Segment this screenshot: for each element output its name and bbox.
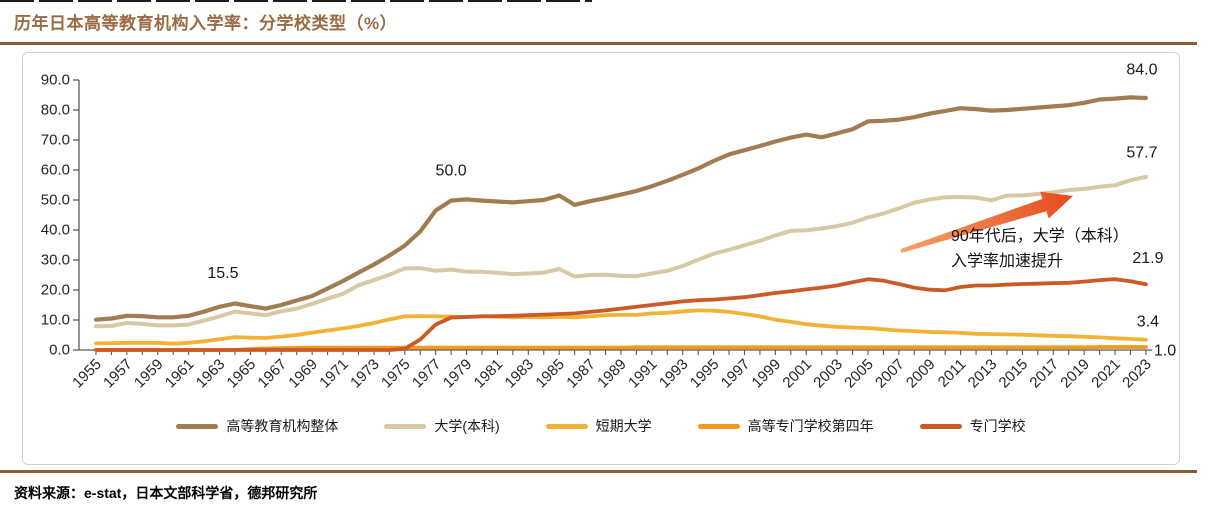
x-tick-label: 1989 [594, 356, 630, 392]
y-tick-label: 0.0 [49, 342, 70, 359]
x-tick-label: 2003 [810, 356, 846, 392]
legend-swatch-icon [176, 423, 219, 429]
data-point-label: 84.0 [1126, 62, 1157, 79]
y-tick-label: 80.0 [41, 102, 70, 119]
data-point-label: 57.7 [1126, 144, 1157, 161]
legend-swatch-icon [697, 423, 740, 429]
x-tick-label: 1987 [563, 356, 599, 392]
legend-label: 短期大学 [595, 418, 652, 434]
x-tick-label: 2015 [996, 356, 1032, 392]
x-tick-label: 1965 [224, 356, 260, 392]
x-tick-label: 1977 [409, 356, 445, 392]
x-tick-label: 1955 [69, 356, 105, 392]
x-tick-label: 2011 [935, 356, 970, 391]
x-tick-label: 1985 [532, 356, 568, 392]
x-tick-label: 1959 [131, 356, 167, 392]
y-tick-label: 60.0 [41, 162, 70, 179]
x-tick-label: 1971 [316, 356, 352, 392]
y-tick-label: 10.0 [41, 312, 70, 329]
y-tick-label: 90.0 [41, 72, 70, 89]
y-tick-label: 40.0 [41, 222, 70, 239]
trend-arrow [900, 191, 1073, 253]
legend-item: 高等教育机构整体 [176, 416, 338, 436]
x-tick-label: 1973 [347, 356, 383, 392]
x-tick-label: 2017 [1026, 356, 1062, 392]
data-point-label: 15.5 [207, 265, 238, 282]
x-tick-label: 1969 [285, 356, 321, 392]
y-tick-label: 70.0 [41, 132, 70, 149]
x-tick-label: 2007 [872, 356, 908, 392]
data-point-label: 1.0 [1154, 343, 1176, 360]
chart-panel: 0.0 10.0 20.0 30.0 40.0 50.0 60.0 70.0 80.0 90.0 1… [22, 52, 1180, 465]
x-tick-label: 1957 [100, 356, 136, 392]
y-tick-label: 20.0 [41, 282, 70, 299]
y-tick-label: 30.0 [41, 252, 70, 269]
x-tick-label: 1981 [471, 356, 507, 392]
x-tick-label: 2013 [965, 356, 1001, 392]
legend-item: 短期大学 [545, 416, 652, 436]
top-edge-line [0, 0, 592, 2]
legend-label: 高等专门学校第四年 [747, 418, 874, 434]
data-point-label: 3.4 [1137, 313, 1159, 330]
chart-legend: 高等教育机构整体 大学(本科) 短期大学 高等专门学校第四年 专门学校 [23, 416, 1179, 436]
annotation-text-line: 入学率加速提升 [951, 252, 1063, 270]
x-tick-label: 1975 [378, 356, 414, 392]
legend-swatch-icon [384, 423, 427, 429]
x-tick-label: 1983 [502, 356, 538, 392]
x-tick-label: 1995 [687, 356, 723, 392]
x-tick-label: 2023 [1119, 356, 1155, 392]
legend-item: 高等专门学校第四年 [697, 416, 874, 436]
series-line [94, 277, 1148, 352]
x-tick-label: 2005 [841, 356, 877, 392]
legend-label: 高等教育机构整体 [226, 418, 339, 434]
x-tick-label: 1967 [254, 356, 290, 392]
chart-title: 历年日本高等教育机构入学率：分学校类型（%） [14, 14, 398, 33]
legend-item: 大学(本科) [384, 416, 500, 436]
y-tick-label: 50.0 [41, 192, 70, 209]
legend-swatch-icon [545, 423, 588, 429]
legend-label: 专门学校 [969, 418, 1026, 434]
series-line [94, 174, 1148, 329]
x-tick-label: 2001 [779, 356, 815, 392]
data-point-label: 50.0 [436, 163, 467, 180]
x-tick-label: 1999 [749, 356, 785, 392]
x-tick-label: 2009 [903, 356, 939, 392]
x-tick-label: 1993 [656, 356, 692, 392]
annotation-text-line: 90年代后，大学（本科） [951, 227, 1129, 245]
x-tick-label: 1963 [193, 356, 229, 392]
legend-item: 专门学校 [919, 416, 1026, 436]
line-chart: 0.0 10.0 20.0 30.0 40.0 50.0 60.0 70.0 80.0 90.0 1… [41, 62, 1176, 392]
x-tick-label: 2021 [1088, 356, 1124, 392]
legend-swatch-icon [919, 423, 962, 429]
series-line [93, 95, 1149, 322]
x-tick-label: 1979 [440, 356, 476, 392]
x-tick-label: 1997 [718, 356, 754, 392]
source-note: 资料来源：e-stat，日本文部科学省，德邦研究所 [14, 485, 318, 501]
x-tick-label: 1991 [625, 356, 661, 392]
footer-divider [0, 470, 1197, 473]
title-divider [0, 42, 1197, 45]
legend-label: 大学(本科) [434, 418, 500, 434]
data-point-label: 21.9 [1132, 250, 1163, 267]
series-line [94, 308, 1148, 346]
x-tick-label: 2019 [1057, 356, 1093, 392]
x-tick-label: 1961 [162, 356, 198, 392]
